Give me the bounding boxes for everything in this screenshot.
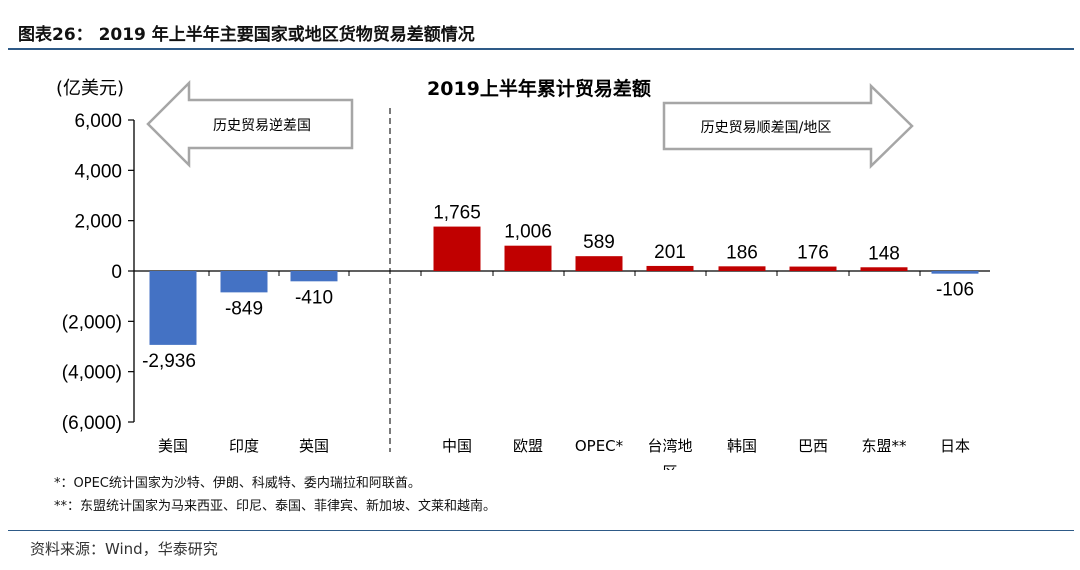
left-arrow-shape	[146, 79, 354, 169]
category-label-cont: 区	[662, 463, 677, 470]
bar-1	[149, 271, 197, 345]
footnote-asean: **：东盟统计国家为马来西亚、印尼、泰国、菲律宾、新加坡、文莱和越南。	[54, 499, 497, 514]
category-label: 英国	[299, 437, 329, 455]
y-tick-label: (4,000)	[62, 363, 122, 384]
y-tick-label: 2,000	[74, 212, 122, 233]
category-label: 中国	[442, 437, 472, 455]
bar-7	[646, 265, 694, 271]
category-label: 台湾地	[647, 437, 692, 455]
value-label: -410	[295, 287, 333, 308]
value-label: 1,006	[504, 222, 552, 243]
category-label: OPEC*	[575, 437, 624, 455]
value-label: 201	[654, 242, 686, 263]
category-label: 欧盟	[513, 437, 543, 455]
y-tick-label: 0	[111, 262, 122, 283]
source-note: 资料来源：Wind，华泰研究	[30, 540, 218, 558]
value-label: -106	[936, 280, 974, 301]
bar-8	[718, 266, 766, 271]
category-label: 日本	[940, 437, 970, 455]
bar-chart: 历史贸易逆差国 历史贸易顺差国/地区 6,000 4,000 2,000 0 (2,000…	[62, 79, 990, 470]
y-axis-unit-label: (亿美元)	[56, 78, 125, 99]
value-label: 1,765	[433, 203, 481, 224]
right-arrow-label: 历史贸易顺差国/地区	[701, 120, 832, 136]
bar-11	[931, 271, 979, 274]
category-label: 巴西	[798, 437, 828, 455]
value-label: 148	[868, 243, 900, 264]
footnote-opec: *：OPEC统计国家为沙特、伊朗、科威特、委内瑞拉和阿联酋。	[54, 476, 421, 491]
y-tick-label: 6,000	[74, 111, 122, 132]
bar-5	[504, 245, 552, 271]
bars	[149, 226, 979, 345]
bar-10	[860, 267, 908, 271]
value-label: -2,936	[142, 351, 196, 372]
right-arrow-shape	[662, 83, 914, 169]
figure-header: 图表26： 2019 年上半年主要国家或地区货物贸易差额情况	[8, 14, 1074, 50]
chart-title: 2019上半年累计贸易差额	[427, 78, 651, 100]
value-label: 176	[797, 243, 829, 264]
category-labels: 美国 印度 英国 中国 欧盟 OPEC* 台湾地区 韩国 巴西 东盟** 日本	[158, 437, 970, 470]
footer-rule	[8, 530, 1074, 531]
category-label: 韩国	[727, 437, 757, 455]
category-label: 东盟**	[861, 437, 907, 455]
y-tick-label: (2,000)	[62, 312, 122, 333]
value-labels: -2,936 -849 -410 1,765 1,006 589 201 186 176 148 -…	[142, 203, 974, 372]
axes: 6,000 4,000 2,000 0 (2,000) (4,000) (6,000)	[62, 111, 990, 434]
bar-3	[290, 271, 338, 282]
y-tick-label: (6,000)	[62, 413, 122, 434]
y-tick-label: 4,000	[74, 161, 122, 182]
figure-title: 图表26： 2019 年上半年主要国家或地区货物贸易差额情况	[18, 25, 475, 45]
value-label: 186	[726, 242, 758, 263]
bar-9	[789, 266, 837, 271]
category-label: 印度	[229, 437, 259, 455]
value-label: 589	[583, 232, 615, 253]
arrow-group: 历史贸易逆差国 历史贸易顺差国/地区	[146, 79, 914, 169]
value-label: -849	[225, 298, 263, 319]
left-arrow-label: 历史贸易逆差国	[213, 118, 311, 134]
bar-2	[220, 271, 268, 293]
bar-6	[575, 256, 623, 271]
bar-4	[433, 226, 481, 271]
category-label: 美国	[158, 437, 188, 455]
